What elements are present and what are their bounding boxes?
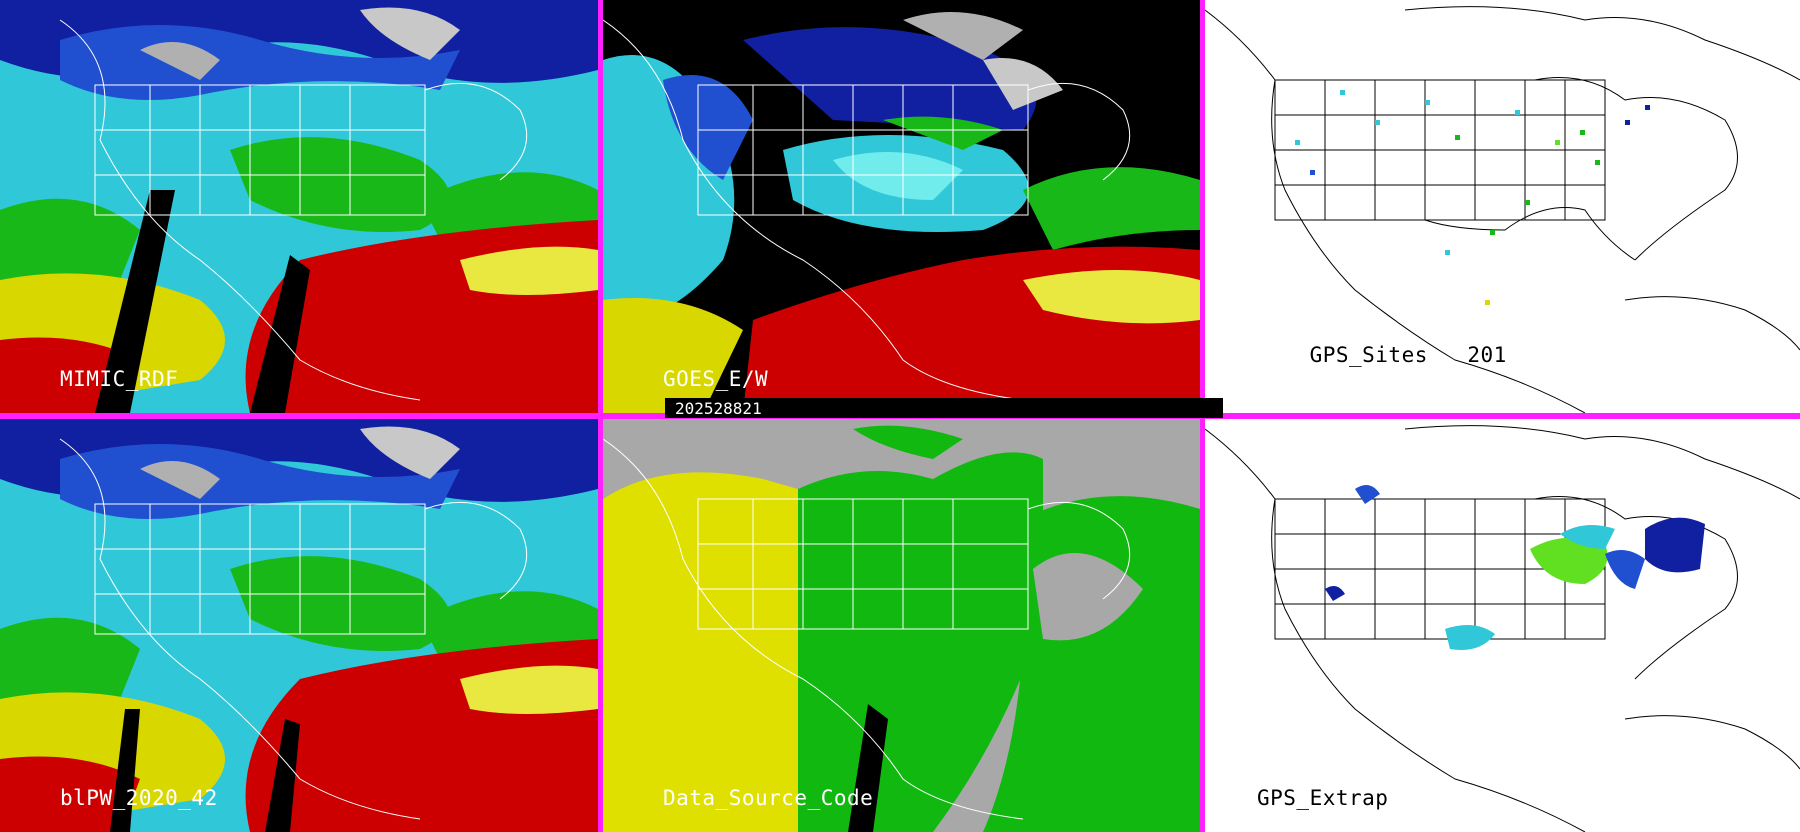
panel-label: Data_Source_Code [663, 786, 874, 810]
panel-label: blPW_2020_42 [60, 786, 218, 810]
panel-label: GPS_Sites 201 [1257, 319, 1507, 391]
panel-blpw: blPW_2020_42 [0, 419, 598, 832]
gps-extrap-fields [1325, 485, 1705, 650]
panel-label: GPS_Extrap [1257, 786, 1389, 810]
date-stamp-band: 202528821 [665, 398, 1223, 418]
gps-site-markers [1295, 90, 1650, 305]
panel-label: MIMIC_RDF [60, 367, 179, 391]
map-gps-extrap [1205, 419, 1800, 832]
panel-data-source-code: Data_Source_Code [603, 419, 1200, 832]
map-data-source-code [603, 419, 1200, 832]
map-mimic-rdf [0, 0, 598, 413]
date-stamp: 202528821 [675, 399, 762, 418]
panel-gps-sites: GPS_Sites 201 [1205, 0, 1800, 413]
gps-sites-count: 201 [1467, 343, 1507, 367]
panel-mimic-rdf: MIMIC_RDF [0, 0, 598, 413]
panel-gps-extrap: GPS_Extrap [1205, 419, 1800, 832]
gps-sites-label: GPS_Sites [1309, 343, 1428, 367]
map-goes-ew [603, 0, 1200, 413]
map-gps-sites [1205, 0, 1800, 413]
panel-label: GOES_E/W [663, 367, 769, 391]
panel-goes-ew: GOES_E/W [603, 0, 1200, 413]
map-blpw [0, 419, 598, 832]
